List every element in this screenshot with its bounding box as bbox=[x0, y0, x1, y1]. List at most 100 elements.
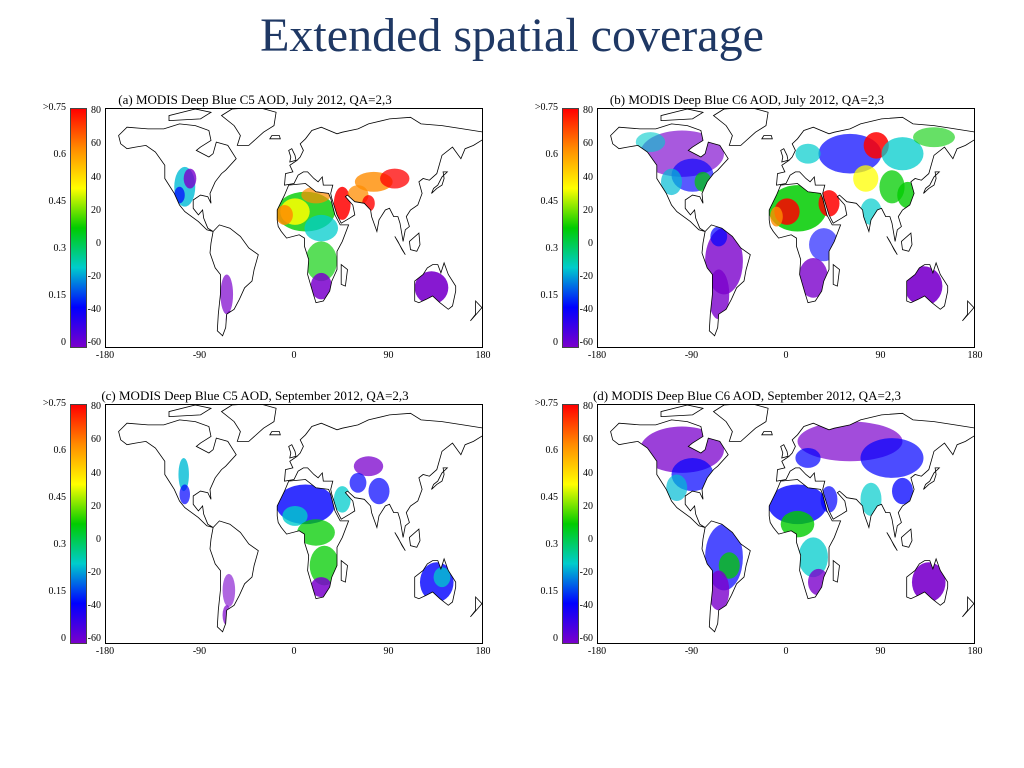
y-tick-label: -40 bbox=[87, 303, 101, 315]
y-tick-label: -20 bbox=[87, 270, 101, 282]
y-tick-label: -40 bbox=[87, 599, 101, 611]
coastline bbox=[470, 300, 482, 322]
coastline bbox=[288, 148, 297, 163]
coastline bbox=[712, 109, 769, 146]
world-map bbox=[118, 405, 482, 633]
aod-patch bbox=[368, 477, 390, 505]
aod-patch bbox=[768, 484, 827, 525]
y-tick-label: -20 bbox=[579, 566, 593, 578]
x-tick-label: 180 bbox=[967, 350, 983, 361]
coastline bbox=[209, 520, 259, 633]
colorbar-tick-label: 0 bbox=[553, 633, 558, 644]
colorbar-tick-label: >0.75 bbox=[42, 102, 66, 113]
coastline bbox=[168, 109, 213, 122]
aod-patch bbox=[310, 577, 332, 597]
map-panel-d: (d) MODIS Deep Blue C6 AOD, September 20… bbox=[502, 388, 992, 658]
coastline bbox=[923, 171, 941, 194]
aod-patch bbox=[809, 228, 839, 262]
aod-patch bbox=[225, 310, 235, 328]
aod-patch bbox=[297, 519, 335, 546]
colorbar-tick-label: 0.3 bbox=[545, 539, 559, 550]
y-tick-label: 60 bbox=[91, 434, 101, 446]
x-tick-label: 0 bbox=[291, 646, 297, 657]
colorbar-tick-label: 0.15 bbox=[540, 290, 559, 301]
aod-patch bbox=[353, 456, 384, 477]
colorbar-tick-label: 0.3 bbox=[53, 539, 67, 550]
colorbar bbox=[70, 404, 87, 644]
coastline bbox=[660, 109, 705, 122]
coastline bbox=[962, 300, 974, 322]
map-frame bbox=[105, 108, 483, 348]
colorbar-tick-label: 0.6 bbox=[53, 149, 67, 160]
map-panel-a: (a) MODIS Deep Blue C5 AOD, July 2012, Q… bbox=[10, 92, 500, 362]
aod-patch bbox=[333, 186, 351, 220]
x-tick-label: 0 bbox=[783, 646, 789, 657]
coastline bbox=[284, 116, 482, 242]
panel-title: (a) MODIS Deep Blue C5 AOD, July 2012, Q… bbox=[118, 92, 392, 107]
colorbar bbox=[70, 108, 87, 348]
coastline bbox=[712, 405, 769, 442]
panel-title: (d) MODIS Deep Blue C6 AOD, September 20… bbox=[592, 388, 902, 403]
coastline bbox=[269, 135, 281, 140]
aod-patch bbox=[380, 168, 410, 189]
coastline bbox=[288, 444, 297, 459]
y-tick-label: 0 bbox=[588, 533, 593, 545]
x-tick-label: 0 bbox=[291, 350, 297, 361]
y-tick-label: 0 bbox=[96, 237, 101, 249]
x-tick-label: 90 bbox=[875, 350, 886, 361]
x-tick-label: -180 bbox=[587, 646, 607, 657]
coastline bbox=[340, 263, 348, 287]
aod-patch bbox=[795, 448, 821, 468]
aod-patch bbox=[349, 472, 367, 493]
aod-patch bbox=[635, 132, 666, 153]
coastline bbox=[780, 444, 789, 459]
y-tick-label: 20 bbox=[91, 500, 101, 512]
x-tick-label: -180 bbox=[587, 350, 607, 361]
y-tick-label: -60 bbox=[87, 633, 101, 645]
aod-patch bbox=[666, 474, 688, 501]
coastline bbox=[431, 171, 449, 194]
coastline bbox=[923, 467, 941, 490]
coastline bbox=[340, 559, 348, 583]
colorbar-tick-label: 0.15 bbox=[540, 586, 559, 597]
colorbar bbox=[562, 108, 579, 348]
coastline bbox=[209, 224, 259, 337]
x-tick-label: 180 bbox=[475, 646, 491, 657]
map-frame bbox=[105, 404, 483, 644]
panel-title: (b) MODIS Deep Blue C6 AOD, July 2012, Q… bbox=[609, 92, 885, 107]
world-map bbox=[610, 109, 974, 337]
coastline bbox=[168, 405, 213, 418]
coastline bbox=[394, 532, 406, 551]
y-tick-label: 40 bbox=[583, 171, 593, 183]
coastline bbox=[408, 528, 421, 548]
colorbar-tick-label: 0.45 bbox=[48, 196, 67, 207]
map-panel-b: (b) MODIS Deep Blue C6 AOD, July 2012, Q… bbox=[502, 92, 992, 362]
y-tick-label: -60 bbox=[579, 337, 593, 349]
y-tick-label: 80 bbox=[583, 401, 593, 413]
world-map bbox=[118, 109, 482, 337]
aod-patch bbox=[892, 477, 913, 505]
y-tick-label: 80 bbox=[91, 401, 101, 413]
coastline bbox=[431, 467, 449, 490]
aod-patch bbox=[305, 241, 337, 282]
aod-field bbox=[174, 166, 449, 328]
coastline bbox=[276, 183, 350, 304]
y-tick-label: 40 bbox=[91, 467, 101, 479]
coastline bbox=[284, 412, 482, 538]
coastline bbox=[761, 431, 773, 436]
y-tick-label: -60 bbox=[87, 337, 101, 349]
aod-patch bbox=[853, 165, 879, 192]
aod-field bbox=[640, 421, 946, 611]
x-tick-label: 90 bbox=[875, 646, 886, 657]
coastline bbox=[660, 405, 705, 418]
aod-patch bbox=[911, 562, 946, 602]
coastline bbox=[414, 261, 457, 310]
colorbar-tick-label: 0.6 bbox=[545, 445, 559, 456]
map-frame bbox=[597, 404, 975, 644]
x-tick-label: -90 bbox=[192, 646, 207, 657]
y-tick-label: -40 bbox=[579, 303, 593, 315]
y-tick-label: -60 bbox=[579, 633, 593, 645]
colorbar-tick-label: >0.75 bbox=[42, 398, 66, 409]
y-tick-label: 80 bbox=[91, 105, 101, 117]
aod-patch bbox=[710, 226, 728, 247]
